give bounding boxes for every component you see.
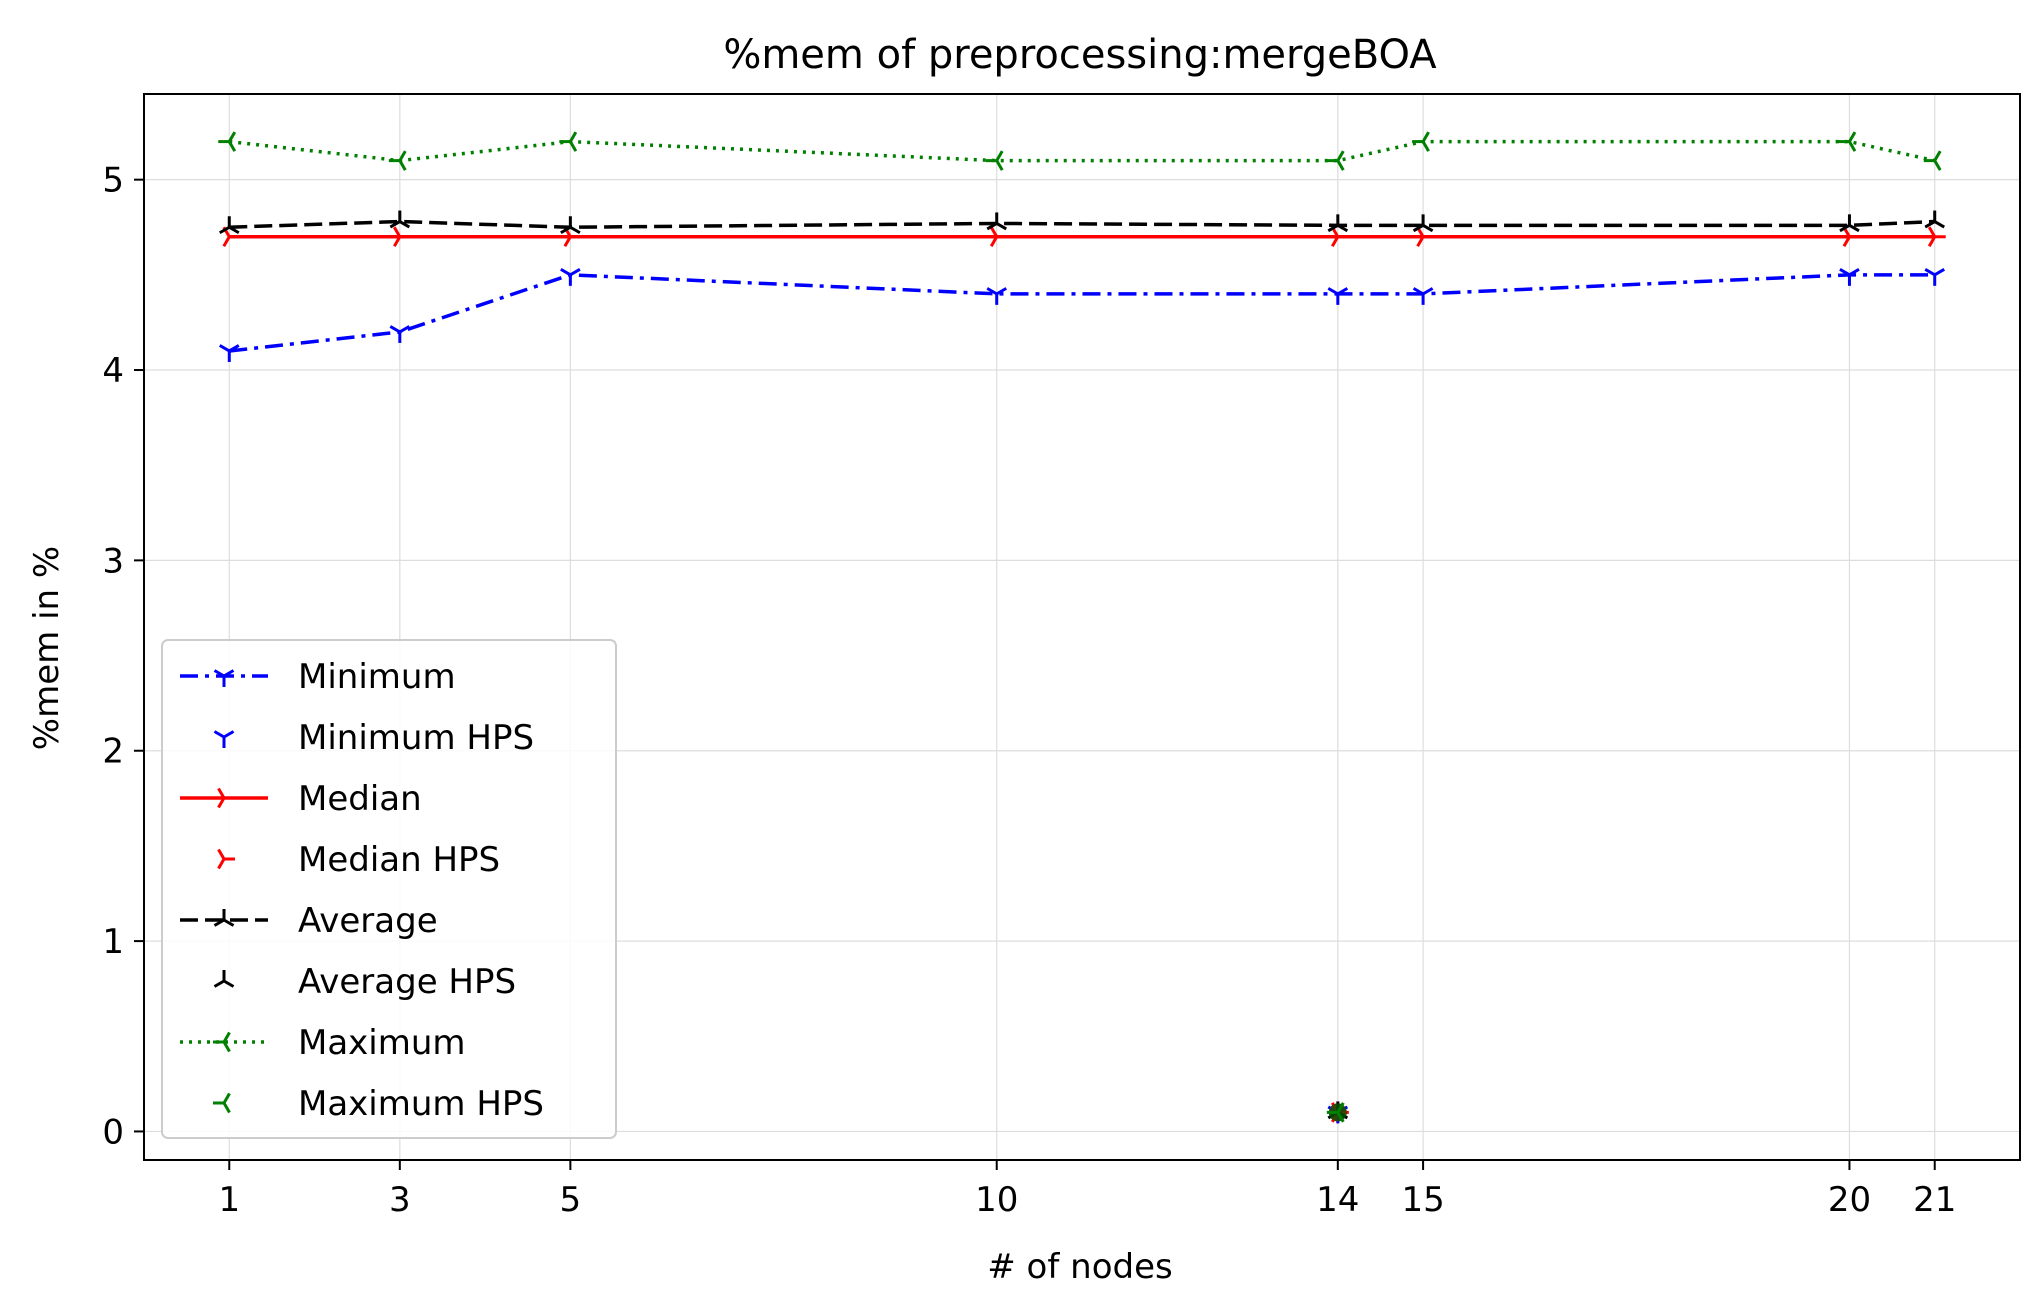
series-line-maximum xyxy=(229,139,1936,163)
legend-box xyxy=(161,639,617,1139)
data-point-average xyxy=(389,210,411,229)
x-tick-label: 15 xyxy=(1401,1180,1444,1220)
legend-marker xyxy=(213,970,235,988)
data-point-minimum xyxy=(1924,268,1946,286)
data-point-average xyxy=(986,212,1008,231)
data-point-minimum xyxy=(986,287,1008,305)
data-point-average xyxy=(1839,214,1860,233)
data-point-maximum xyxy=(388,150,407,171)
data-point-maximum xyxy=(559,131,578,152)
y-tick-label: 2 xyxy=(102,732,124,772)
data-point-maximum xyxy=(1326,150,1345,171)
legend-item-median-hps: Median HPS xyxy=(217,840,500,880)
series-line-minimum xyxy=(229,273,1935,353)
x-tick-label: 20 xyxy=(1828,1180,1871,1220)
legend-marker xyxy=(213,909,235,927)
series-line-average xyxy=(229,219,1935,230)
legend-marker xyxy=(217,848,235,870)
x-axis-label: # of nodes xyxy=(987,1247,1172,1287)
legend-label: Median HPS xyxy=(298,840,500,880)
legend-label: Minimum HPS xyxy=(298,718,534,758)
legend-item-average-hps: Average HPS xyxy=(213,962,516,1002)
data-point-median xyxy=(393,226,411,248)
x-tick-label: 10 xyxy=(975,1180,1018,1220)
data-point-maximum xyxy=(218,131,237,152)
y-axis: 0 1 2 3 4 5 xyxy=(102,161,144,1152)
data-point-minimum xyxy=(1327,287,1349,305)
legend-marker xyxy=(213,1092,231,1114)
data-point-maximum xyxy=(1838,131,1857,152)
y-axis-label: %mem in % xyxy=(27,546,67,750)
legend-label: Minimum xyxy=(298,657,456,697)
legend-label: Maximum HPS xyxy=(298,1084,544,1124)
legend-marker xyxy=(213,1031,231,1053)
legend-marker xyxy=(213,730,235,748)
legend-item-minimum-hps: Minimum HPS xyxy=(213,718,534,758)
data-point-maximum xyxy=(1923,150,1942,171)
y-tick-label: 0 xyxy=(102,1112,124,1152)
legend-label: Median xyxy=(298,779,422,819)
chart-title: %mem of preprocessing:mergeBOA xyxy=(723,32,1437,78)
x-axis: 1 3 5 10 14 15 20 21 xyxy=(218,1160,1956,1220)
data-point-minimum xyxy=(1412,287,1434,305)
data-point-minimum xyxy=(560,268,581,286)
legend-item-median: Median xyxy=(180,779,422,819)
x-tick-label: 3 xyxy=(389,1180,411,1220)
x-tick-label: 21 xyxy=(1913,1180,1956,1220)
data-point-average xyxy=(218,216,240,235)
y-tick-label: 4 xyxy=(102,351,124,391)
data-point-minimum xyxy=(1839,268,1860,286)
y-tick-label: 5 xyxy=(102,161,124,201)
data-point-median xyxy=(1927,226,1946,248)
data-point-average xyxy=(1327,214,1349,233)
legend: Minimum Minimum HPS Median Median HPS Averag… xyxy=(161,639,617,1139)
legend-item-maximum-hps: Maximum HPS xyxy=(213,1084,544,1124)
data-point-median xyxy=(989,226,1008,248)
y-tick-label: 3 xyxy=(102,541,124,581)
data-point-minimum xyxy=(218,344,240,362)
x-tick-label: 1 xyxy=(218,1180,240,1220)
legend-label: Average HPS xyxy=(298,962,516,1002)
legend-item-average: Average xyxy=(180,901,438,941)
data-point-maximum xyxy=(985,150,1004,171)
data-point-maximum xyxy=(1412,131,1430,152)
legend-marker xyxy=(217,787,235,809)
legend-label: Average xyxy=(298,901,438,941)
hps-points xyxy=(1326,1101,1349,1124)
hps-point-maximum-hps xyxy=(1326,1102,1345,1123)
x-tick-label: 5 xyxy=(560,1180,582,1220)
data-point-minimum xyxy=(389,325,411,343)
data-point-average xyxy=(1412,214,1434,233)
data-point-average xyxy=(560,216,581,235)
legend-label: Maximum xyxy=(298,1023,466,1063)
data-point-average xyxy=(1924,210,1946,229)
legend-item-maximum: Maximum xyxy=(180,1023,466,1063)
y-tick-label: 1 xyxy=(102,922,124,962)
series-lines xyxy=(218,131,1946,362)
legend-marker xyxy=(213,669,235,687)
legend-item-minimum: Minimum xyxy=(180,657,456,697)
x-tick-label: 14 xyxy=(1316,1180,1359,1220)
plot-frame xyxy=(143,93,2021,1161)
